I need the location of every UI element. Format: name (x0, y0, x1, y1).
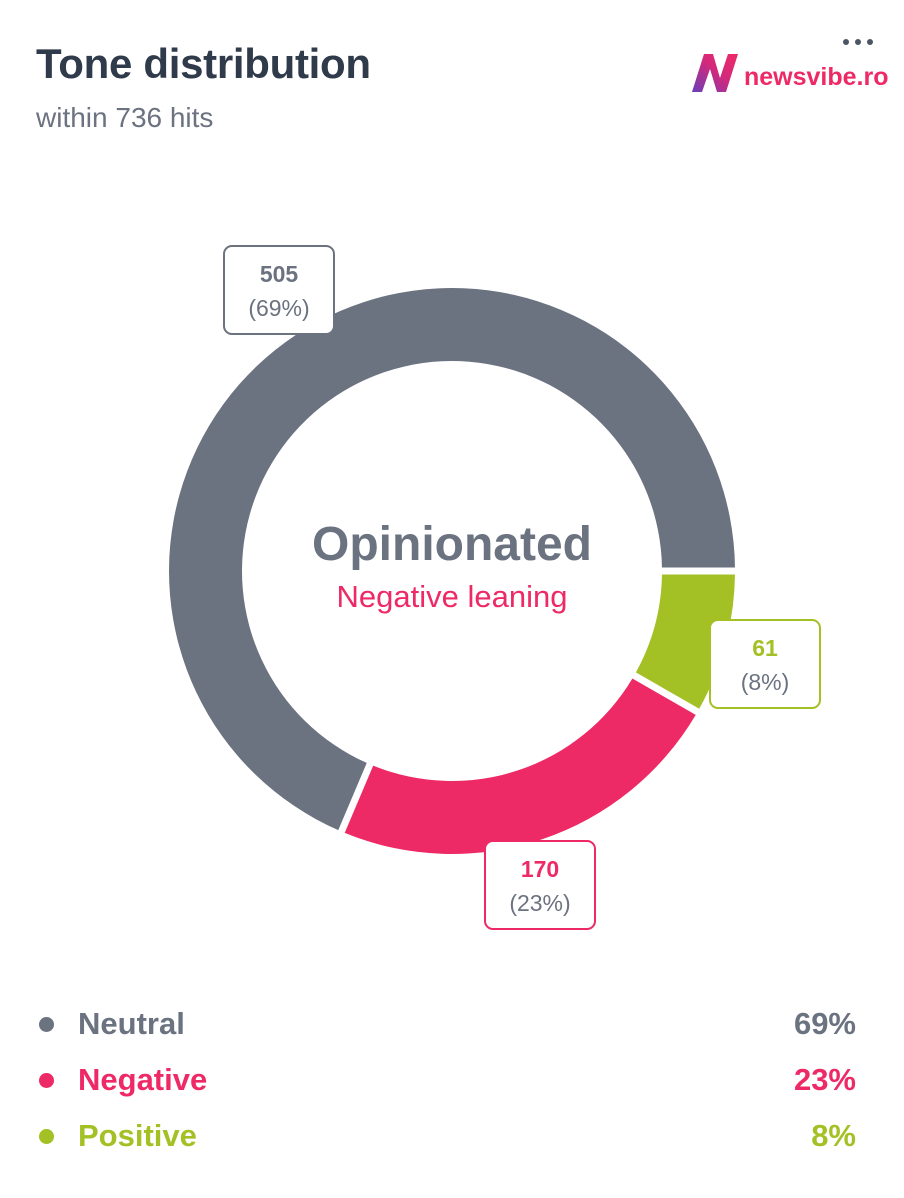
chart-title: Tone distribution (36, 40, 371, 87)
data-label-value: 61 (752, 635, 778, 661)
data-label-box (223, 245, 335, 335)
legend-dot-icon (39, 1072, 54, 1088)
data-label-percent: (8%) (741, 669, 790, 695)
dot-icon (843, 39, 849, 45)
donut-chart: 61 (8%) 170 (23%) 505 (69%) Opinionated Negat… (169, 245, 821, 930)
brand-name: newsvibe.ro (744, 62, 889, 91)
slice-labels: 61 (8%) 170 (23%) 505 (69%) (223, 245, 821, 930)
legend-item-negative[interactable]: Negative 23% (36, 1060, 856, 1100)
legend-item-positive[interactable]: Positive 8% (36, 1116, 856, 1156)
slice-negative[interactable] (344, 678, 696, 854)
data-label-percent: (23%) (509, 890, 570, 916)
dot-icon (867, 39, 873, 45)
legend-value: 8% (811, 1118, 856, 1153)
legend-item-neutral[interactable]: Neutral 69% (36, 1004, 856, 1044)
newsvibe-logo-icon (692, 54, 738, 92)
legend-label: Negative (78, 1062, 208, 1097)
center-label: Opinionated (312, 518, 592, 571)
center-sublabel: Negative leaning (337, 579, 568, 614)
legend-value: 23% (793, 1062, 856, 1097)
legend-label: Positive (78, 1118, 197, 1153)
legend-dot-icon (39, 1016, 54, 1032)
dot-icon (855, 39, 861, 45)
data-label-percent: (69%) (248, 295, 309, 321)
data-label-box (484, 840, 596, 930)
donut-slices (169, 288, 735, 854)
data-label-box (709, 619, 821, 709)
data-label-value: 505 (260, 261, 299, 287)
chart-subtitle: within 736 hits (36, 102, 214, 133)
legend-label: Neutral (78, 1006, 185, 1041)
data-label-value: 170 (521, 856, 559, 882)
legend-value: 69% (793, 1006, 856, 1041)
brand-logo: newsvibe.ro (690, 50, 889, 94)
more-options-button[interactable] (836, 30, 880, 54)
legend-dot-icon (39, 1128, 54, 1144)
